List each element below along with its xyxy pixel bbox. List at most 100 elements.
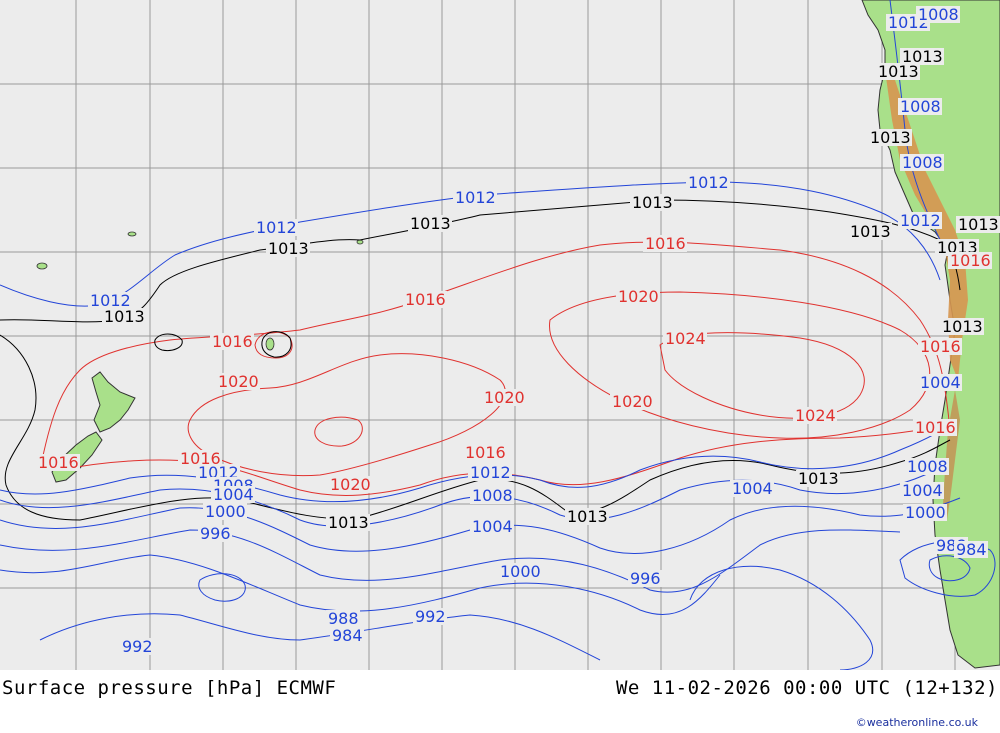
isobar-label-bg — [463, 444, 507, 461]
isobar-label-high: 1016 — [465, 443, 506, 462]
isobar-label-bg — [905, 458, 949, 475]
isobar-label-high: 1016 — [38, 453, 79, 472]
isobar-label-low: 1012 — [688, 173, 729, 192]
isobar-label-bg — [954, 541, 988, 558]
isobar-label-low: 988 — [328, 609, 359, 628]
isobar-label-bg — [120, 638, 154, 655]
isobar-label-bg — [793, 407, 837, 424]
isobar-label-low: 996 — [630, 569, 661, 588]
pressure-map: 60E170E180170W160W150W140W130W120W110W10… — [0, 0, 1000, 670]
isobar-label-bg — [610, 393, 654, 410]
isobar-label-high: 1016 — [180, 449, 221, 468]
isobar-label-bg — [266, 240, 310, 257]
isobar-label-low: 1004 — [472, 517, 513, 536]
isobar-label-std: 1013 — [902, 47, 943, 66]
map-title: Surface pressure [hPa] ECMWF — [2, 677, 337, 699]
isobar-label-low: 1008 — [900, 97, 941, 116]
isobar-label-high: 1020 — [218, 372, 259, 391]
isobar-label-bg — [663, 330, 707, 347]
isobar-label-bg — [956, 216, 1000, 233]
lat-lon-grid — [0, 0, 1000, 670]
isobar-label-low: 1012 — [256, 218, 297, 237]
isobar-label-bg — [468, 464, 512, 481]
isobar-label-std: 1013 — [410, 214, 451, 233]
isobar-label-std: 1013 — [632, 193, 673, 212]
isobar-label-bg — [898, 98, 942, 115]
ocean-background — [0, 0, 1000, 670]
isobar-label-high: 1016 — [950, 251, 991, 270]
isobar-label-bg — [408, 215, 452, 232]
isobar-label-high: 1020 — [618, 287, 659, 306]
isobar-label-std: 1013 — [870, 128, 911, 147]
isobar-label-high: 1016 — [915, 418, 956, 437]
isobar-label-low: 984 — [332, 626, 363, 645]
isobar-label-std: 1013 — [850, 222, 891, 241]
isobar-label-std: 1013 — [798, 469, 839, 488]
map-datetime: We 11-02-2026 00:00 UTC (12+132) — [615, 677, 998, 699]
isobar-label-bg — [326, 514, 370, 531]
isobar-label-bg — [216, 373, 260, 390]
isobar-label-low: 1000 — [500, 562, 541, 581]
isobar-label-low: 1004 — [920, 373, 961, 392]
isobar-label-bg — [630, 194, 674, 211]
isobar-label-bg — [730, 480, 774, 497]
isobar-label-bg — [565, 508, 609, 525]
isobar-label-bg — [470, 487, 514, 504]
isobar-label-bg — [198, 525, 232, 542]
isobar-label-bg — [848, 223, 892, 240]
pacific-islands — [36, 231, 364, 351]
isobar-label-low: 1008 — [907, 457, 948, 476]
isobar-label-bg — [940, 318, 984, 335]
isobar-label-high: 1016 — [645, 234, 686, 253]
isobar-label-low: 1008 — [902, 153, 943, 172]
isobar-label-bg — [628, 570, 662, 587]
isobar-label-bg — [900, 482, 944, 499]
isobar-label-bg — [470, 518, 514, 535]
isobar-label-high: 1016 — [212, 332, 253, 351]
isobar-label-low: 1004 — [213, 485, 254, 504]
isobar-label-bg — [403, 291, 447, 308]
isobar-label-bg — [328, 476, 372, 493]
isobar-label-bg — [918, 374, 962, 391]
isobar-label-low: 1012 — [470, 463, 511, 482]
isobar-label-std: 1013 — [567, 507, 608, 526]
isobar-label-high: 1016 — [920, 337, 961, 356]
new-zealand-north-island — [91, 371, 136, 433]
isobar-label-bg — [326, 610, 360, 627]
isobar-label-bg — [196, 464, 240, 481]
isobar-label-bg — [211, 486, 255, 503]
isobar-label-bg — [796, 470, 840, 487]
isobar-label-low: 1004 — [902, 481, 943, 500]
isobar-label-bg — [876, 63, 920, 80]
isobar-label-low: 996 — [200, 524, 231, 543]
isobar-label-bg — [36, 454, 80, 471]
isobar-label-bg — [948, 252, 992, 269]
credit-link[interactable]: ©weatheronline.co.uk — [855, 716, 978, 729]
isobar-label-bg — [900, 154, 944, 171]
isobar-label-bg — [686, 174, 730, 191]
isobar-label-high: 1020 — [484, 388, 525, 407]
isobar-label-low: 1008 — [918, 5, 959, 24]
isobar-label-bg — [616, 288, 660, 305]
isobar-label-low: 984 — [956, 540, 987, 559]
isobar-label-std: 1013 — [958, 215, 999, 234]
isobar-label-std: 1013 — [942, 317, 983, 336]
isobar-label-bg — [178, 450, 222, 467]
isobar-label-high: 1024 — [795, 406, 836, 425]
isobar-label-bg — [413, 608, 447, 625]
isobar-label-low: 992 — [415, 607, 446, 626]
isobar-label-bg — [498, 563, 542, 580]
isobar-label-std: 1013 — [328, 513, 369, 532]
isobar-label-std: 1013 — [268, 239, 309, 258]
isobar-label-high: 1020 — [612, 392, 653, 411]
isobar-label-bg — [102, 308, 146, 325]
isobar-label-std: 1013 — [104, 307, 145, 326]
isobar-label-bg — [643, 235, 687, 252]
isobar-label-bg — [913, 419, 957, 436]
isobar-label-bg — [330, 627, 364, 644]
isobar-label-bg — [935, 239, 979, 256]
isobar-label-bg — [210, 333, 254, 350]
isobar-label-bg — [868, 129, 912, 146]
isobar-label-high: 1016 — [405, 290, 446, 309]
isobar-label-std: 1013 — [878, 62, 919, 81]
